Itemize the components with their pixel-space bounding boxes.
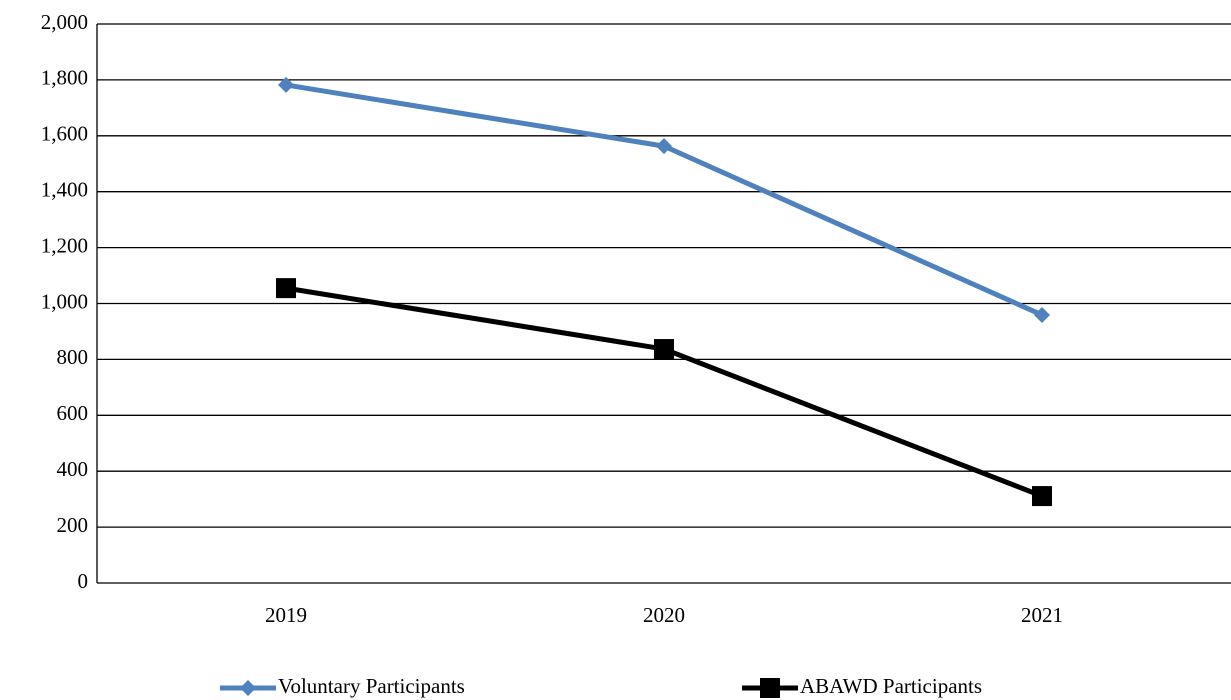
y-tick-label: 1,000	[41, 289, 88, 313]
data-point	[1034, 306, 1050, 323]
legend-label: Voluntary Participants	[278, 674, 465, 698]
y-tick-label: 1,800	[41, 66, 88, 90]
x-tick-label: 2021	[1021, 603, 1063, 627]
y-tick-label: 1,400	[41, 178, 88, 202]
data-point	[654, 339, 674, 360]
y-tick-label: 800	[57, 345, 89, 369]
data-point	[1032, 486, 1052, 507]
x-tick-label: 2020	[643, 603, 685, 627]
y-tick-label: 1,600	[41, 122, 88, 146]
series-line	[285, 82, 1044, 318]
y-tick-label: 2,000	[41, 10, 88, 34]
legend-marker	[760, 678, 780, 698]
y-tick-label: 1,200	[41, 233, 88, 257]
data-point	[276, 278, 296, 299]
y-tick-label: 400	[57, 457, 89, 481]
data-point	[278, 76, 294, 93]
x-tick-label: 2019	[265, 603, 307, 627]
y-tick-label: 600	[57, 401, 89, 425]
legend-marker	[240, 680, 256, 696]
y-tick-label: 200	[57, 513, 89, 537]
data-point	[656, 138, 672, 155]
legend-label: ABAWD Participants	[800, 674, 982, 698]
series-line	[285, 285, 1043, 499]
y-tick-label: 0	[78, 569, 89, 593]
